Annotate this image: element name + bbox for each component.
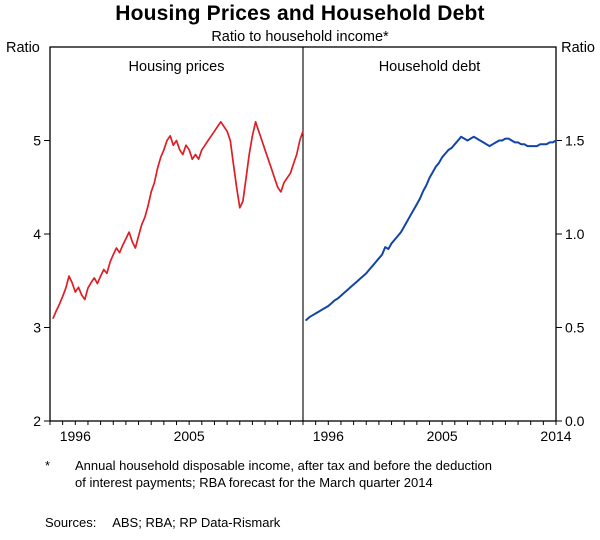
x-axis-year-label: 2005 <box>174 428 205 444</box>
housing-prices-line <box>52 120 304 319</box>
x-axis-year-label: 2014 <box>540 428 571 444</box>
x-axis-year-label: 1996 <box>313 428 344 444</box>
panel-label-housing-prices: Housing prices <box>128 59 225 75</box>
right-axis-tick-label: 1.0 <box>565 226 585 242</box>
x-axis-year-label: 2005 <box>427 428 458 444</box>
chart-title: Housing Prices and Household Debt <box>115 2 485 25</box>
sources-text: ABS; RBA; RP Data-Rismark <box>112 515 281 530</box>
footnote-text: Annual household disposable income, afte… <box>75 458 493 490</box>
chart-subtitle: Ratio to household income* <box>211 29 389 45</box>
panel-label-household-debt: Household debt <box>378 59 481 75</box>
x-axis-year-label: 1996 <box>60 428 91 444</box>
left-axis-tick-label: 2 <box>33 413 41 429</box>
footnote: * Annual household disposable income, af… <box>45 458 493 491</box>
footnote-marker: * <box>45 458 51 473</box>
right-axis-tick-label: 1.5 <box>565 133 585 149</box>
right-axis-tick-label: 0.5 <box>565 320 585 336</box>
household-debt-line <box>305 135 557 321</box>
right-axis-unit-label: Ratio <box>561 40 595 56</box>
sources-label: Sources: <box>45 515 97 530</box>
left-axis-tick-label: 3 <box>33 320 41 336</box>
left-axis-tick-label: 4 <box>33 226 41 242</box>
right-axis-tick-label: 0.0 <box>565 413 585 429</box>
left-axis-tick-label: 5 <box>33 133 41 149</box>
sources-line: Sources: ABS; RBA; RP Data-Rismark <box>45 515 280 530</box>
left-axis-unit-label: Ratio <box>6 40 40 56</box>
